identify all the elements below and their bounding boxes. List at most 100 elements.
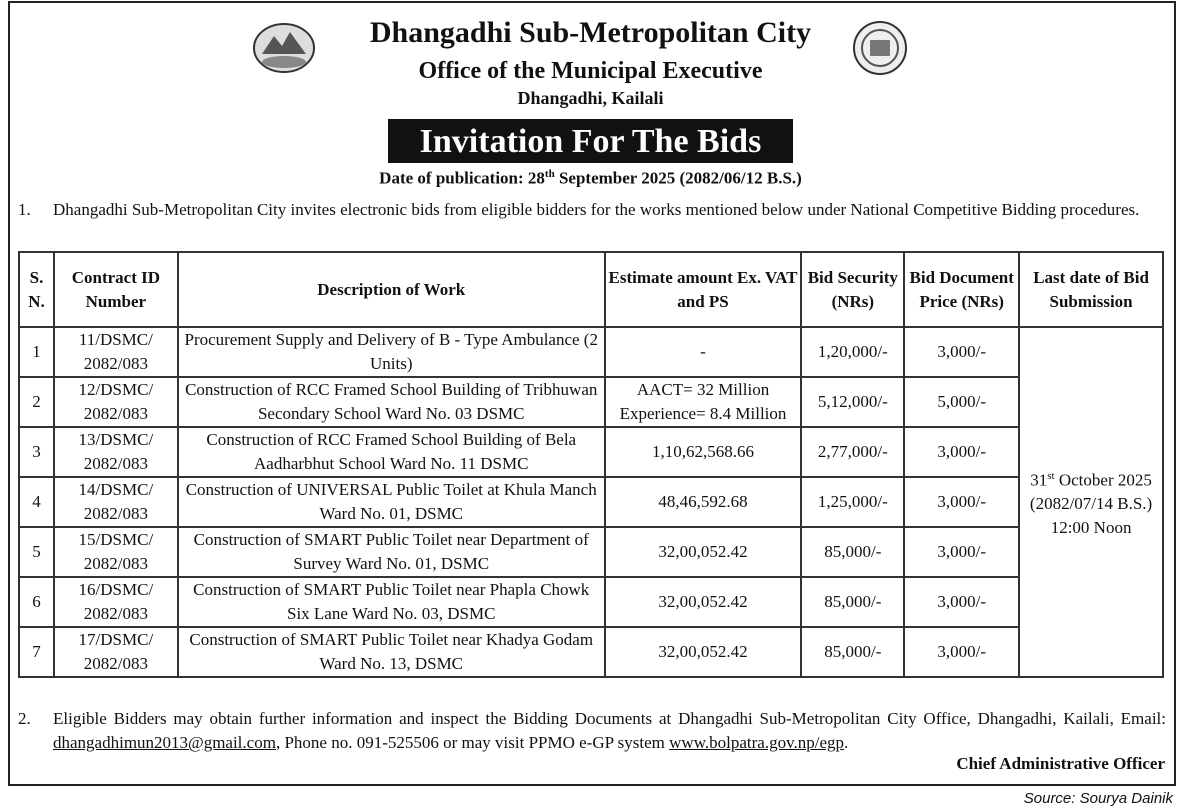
- cell: 7: [18, 626, 55, 678]
- table-row: 4 14/DSMC/2082/083 Construction of UNIVERS…: [18, 476, 1163, 528]
- cell: 12/DSMC/2082/083: [52, 376, 179, 428]
- cell: Construction of SMART Public Toilet near…: [176, 526, 606, 578]
- cell: 32,00,052.42: [603, 576, 803, 628]
- text: .: [844, 733, 849, 752]
- table-row: 3 13/DSMC/2082/083 Construction of RCC Fra…: [18, 426, 1163, 478]
- nepal-emblem: [253, 23, 315, 73]
- cell: 1,20,000/-: [800, 326, 906, 378]
- table-row: 5 15/DSMC/2082/083 Construction of SMART P…: [18, 526, 1163, 578]
- cell: 11/DSMC/2082/083: [52, 326, 179, 378]
- table-row: 1 11/DSMC/2082/083 Procurement Supply and …: [18, 326, 1164, 678]
- cell: 5,000/-: [903, 376, 1021, 428]
- line: 31st October 2025: [1022, 464, 1160, 493]
- cell: 85,000/-: [800, 626, 906, 678]
- cell: Construction of RCC Framed School Buildi…: [176, 376, 606, 428]
- line: 2082/083: [83, 454, 148, 473]
- subtitle: Office of the Municipal Executive: [418, 58, 763, 84]
- para-text: Eligible Bidders may obtain further info…: [53, 707, 1166, 755]
- cell: 14/DSMC/2082/083: [52, 476, 179, 528]
- label: Date of publication:: [379, 168, 524, 188]
- cell: 2: [18, 376, 55, 428]
- column-header: Bid Document Price (NRs): [903, 251, 1021, 328]
- cell: 3,000/-: [903, 626, 1021, 678]
- header-row: S. N. Contract ID Number Description of Wo…: [18, 251, 1164, 328]
- line: 12:00 Noon: [1050, 518, 1132, 538]
- line: 11/DSMC/: [78, 330, 153, 349]
- line: 14/DSMC/: [78, 480, 154, 499]
- paragraph: 2. Eligible Bidders may obtain further i…: [18, 707, 1166, 755]
- cell: Construction of UNIVERSAL Public Toilet …: [176, 476, 606, 528]
- cell: 48,46,592.68: [603, 476, 803, 528]
- line: 13/DSMC/: [78, 430, 154, 449]
- url[interactable]: www.bolpatra.gov.np/egp: [669, 733, 844, 752]
- line: 12/DSMC/: [78, 380, 154, 399]
- cell: 85,000/-: [800, 576, 906, 628]
- text: , Phone no. 091-525506 or may visit PPMO…: [275, 733, 665, 752]
- cell: 85,000/-: [800, 526, 906, 578]
- para-number: 2.: [18, 709, 31, 728]
- line: Experience= 8.4 Million: [619, 404, 787, 423]
- line: 2082/083: [83, 354, 148, 373]
- cell: 15/DSMC/2082/083: [52, 526, 179, 578]
- line: 2082/083: [83, 504, 148, 523]
- line: AACT= 32 Million: [636, 380, 770, 399]
- cell: 1,10,62,568.66: [603, 426, 803, 478]
- para-text: Dhangadhi Sub-Metropolitan City invites …: [53, 200, 1140, 219]
- cell: 3,000/-: [903, 576, 1021, 628]
- deadline-cell: 31st October 2025 (2082/07/14 B.S.) 12:00 …: [1018, 326, 1164, 678]
- suffix: st: [1047, 469, 1055, 482]
- cell: 13/DSMC/2082/083: [52, 426, 179, 478]
- day: 31: [1030, 470, 1048, 490]
- bids-table: S. N. Contract ID Number Description of Wo…: [18, 251, 1164, 678]
- line: 2082/083: [83, 604, 148, 623]
- table-row: 7 17/DSMC/2082/083 Construction of SMART P…: [18, 626, 1163, 678]
- column-header: Contract ID Number: [52, 251, 179, 328]
- month-year: October 2025: [1058, 470, 1152, 490]
- email[interactable]: dhangadhimun2013@gmail.com: [53, 733, 276, 752]
- cell: 3: [18, 426, 55, 478]
- cell: 5: [18, 526, 55, 578]
- title: Dhangadhi Sub-Metropolitan City: [369, 16, 812, 49]
- table-row: 2 12/DSMC/2082/083 Construction of RCC Fra…: [18, 376, 1163, 428]
- cell: 3,000/-: [903, 476, 1021, 528]
- cell: 4: [18, 476, 55, 528]
- cell: -: [603, 326, 803, 378]
- cell: 2,77,000/-: [800, 426, 906, 478]
- column-header: Description of Work: [176, 251, 606, 328]
- document-border: [8, 1, 1176, 786]
- column-header: Estimate amount Ex. VAT and PS: [603, 251, 803, 328]
- column-header: S. N.: [18, 251, 55, 328]
- cell: Construction of SMART Public Toilet near…: [176, 626, 606, 678]
- cell: 1: [18, 326, 55, 378]
- cell: 3,000/-: [903, 526, 1021, 578]
- source: Source: Sourya Dainik: [1023, 790, 1173, 807]
- line: 15/DSMC/: [78, 530, 154, 549]
- cell: 3,000/-: [903, 426, 1021, 478]
- line: 16/DSMC/: [78, 580, 154, 599]
- day: 28: [527, 168, 545, 188]
- city-logo: [853, 21, 907, 75]
- cell: Construction of RCC Framed School Buildi…: [176, 426, 606, 478]
- cell: 5,12,000/-: [800, 376, 906, 428]
- cell: Construction of SMART Public Toilet near…: [176, 576, 606, 628]
- cell: 3,000/-: [903, 326, 1021, 378]
- cell: Procurement Supply and Delivery of B - T…: [176, 326, 606, 378]
- publication-date: Date of publication: 28th September 2025…: [0, 168, 1181, 189]
- cell: 17/DSMC/2082/083: [52, 626, 179, 678]
- cell: 16/DSMC/2082/083: [52, 576, 179, 628]
- line: 2082/083: [83, 404, 148, 423]
- line: 2082/083: [83, 654, 148, 673]
- column-header: Last date of Bid Submission: [1018, 251, 1164, 328]
- cell: 32,00,052.42: [603, 626, 803, 678]
- cell: 6: [18, 576, 55, 628]
- paragraph: 1. Dhangadhi Sub-Metropolitan City invit…: [18, 198, 1166, 222]
- cell: 1,25,000/-: [800, 476, 906, 528]
- date: September 2025 (2082/06/12 B.S.): [558, 168, 802, 188]
- column-header: Bid Security (NRs): [800, 251, 906, 328]
- line: 17/DSMC/: [78, 630, 154, 649]
- banner: Invitation For The Bids: [388, 119, 793, 163]
- cell: AACT= 32 Million Experience= 8.4 Million: [603, 376, 803, 428]
- line: 2082/083: [83, 554, 148, 573]
- suffix: th: [544, 168, 555, 180]
